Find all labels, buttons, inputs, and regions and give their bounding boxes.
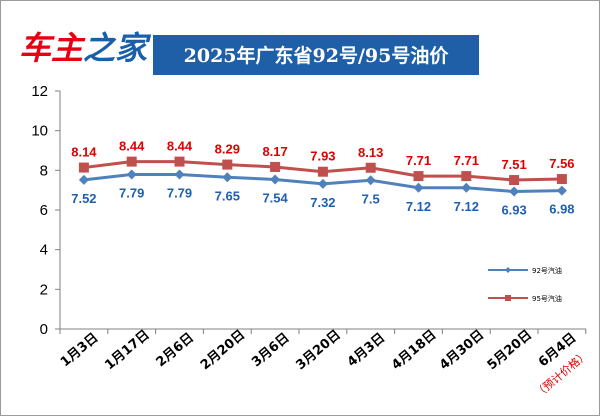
logo: 车主之家	[19, 29, 152, 67]
data-label-95: 8.17	[262, 144, 287, 159]
series-layer: 8.14 8.44 8.44 8.29 8.17 7.93 8.13 7.71 7.71 7.51…	[71, 139, 574, 218]
legend-marker	[505, 295, 511, 301]
data-label-95: 7.56	[549, 156, 574, 171]
data-point-92	[270, 174, 281, 185]
data-label-92: 6.93	[501, 203, 526, 218]
legend-label: 95号汽油	[532, 294, 562, 303]
x-tick-label: 4月30日	[437, 327, 487, 373]
data-point-92	[413, 182, 424, 193]
data-label-95: 8.13	[358, 145, 383, 160]
y-tick-label: 8	[40, 162, 48, 179]
y-tick-label: 2	[40, 281, 48, 298]
y-tick-label: 6	[40, 202, 48, 219]
data-label-95: 7.51	[501, 157, 526, 172]
data-point-95	[126, 156, 137, 167]
data-point-95	[174, 156, 185, 167]
legend-marker	[505, 267, 511, 273]
data-label-95: 7.71	[406, 153, 431, 168]
data-point-92	[509, 186, 520, 197]
y-tick-label: 10	[31, 123, 48, 140]
data-point-92	[556, 185, 567, 196]
x-tick-label: 3月6日	[249, 330, 292, 370]
y-tick-label: 12	[31, 83, 48, 100]
data-label-92: 7.79	[167, 185, 192, 200]
data-point-92	[461, 182, 472, 193]
data-label-95: 7.93	[310, 149, 335, 164]
x-tick-label: 2月20日	[198, 327, 248, 373]
data-point-95	[222, 159, 233, 170]
x-tick-label: 1月3日	[58, 330, 101, 370]
x-tick-label: 3月20日	[293, 327, 343, 373]
y-ticks: 0 2 4 6 8 10 12	[31, 83, 60, 338]
data-label-92: 7.52	[71, 191, 96, 206]
data-point-95	[413, 171, 424, 182]
data-point-92	[174, 169, 185, 180]
logo-text-part1: 车主	[19, 29, 86, 67]
data-point-92	[222, 172, 233, 183]
data-point-95	[556, 174, 567, 185]
legend: 92号汽油 95号汽油	[488, 266, 562, 303]
data-label-95: 8.44	[119, 139, 145, 154]
x-tick-label: 4月3日	[345, 330, 388, 370]
data-label-92: 7.79	[119, 185, 144, 200]
data-point-95	[317, 166, 328, 177]
data-label-95: 7.71	[454, 153, 479, 168]
data-point-95	[461, 171, 472, 182]
data-point-95	[365, 162, 376, 173]
data-label-95: 8.14	[71, 145, 97, 160]
x-tick-label: 1月17日	[102, 327, 152, 373]
data-point-92	[365, 175, 376, 186]
data-label-95: 8.29	[215, 142, 240, 157]
data-point-95	[78, 162, 89, 173]
data-point-92	[126, 169, 137, 180]
data-label-92: 7.12	[454, 199, 479, 214]
x-ticks: 1月3日 1月17日 2月6日 2月20日 3月6日 3月20日 4月3日 4月18日4月30…	[58, 327, 591, 400]
data-label-92: 6.98	[549, 202, 574, 217]
data-point-95	[270, 161, 281, 172]
data-label-95: 8.44	[167, 139, 193, 154]
data-label-92: 7.5	[362, 191, 380, 206]
y-tick-label: 0	[40, 321, 48, 338]
logo-text-part2: 之家	[83, 29, 152, 67]
header: 车主之家 2025年广东省92号/95号油价	[19, 29, 479, 75]
chart-title: 2025年广东省92号/95号油价	[184, 44, 450, 67]
data-label-92: 7.54	[262, 190, 288, 205]
y-tick-label: 4	[40, 242, 48, 259]
x-tick-label: 4月18日	[389, 327, 439, 373]
title-bar	[153, 35, 479, 75]
data-label-92: 7.32	[310, 195, 335, 210]
data-label-92: 7.12	[406, 199, 431, 214]
legend-label: 92号汽油	[532, 266, 562, 275]
data-point-95	[509, 175, 520, 186]
data-label-92: 7.65	[215, 188, 240, 203]
data-point-92	[317, 178, 328, 189]
x-tick-label: 2月6日	[154, 330, 197, 370]
data-point-92	[78, 174, 89, 185]
x-tick-label: 5月20日	[485, 327, 535, 373]
